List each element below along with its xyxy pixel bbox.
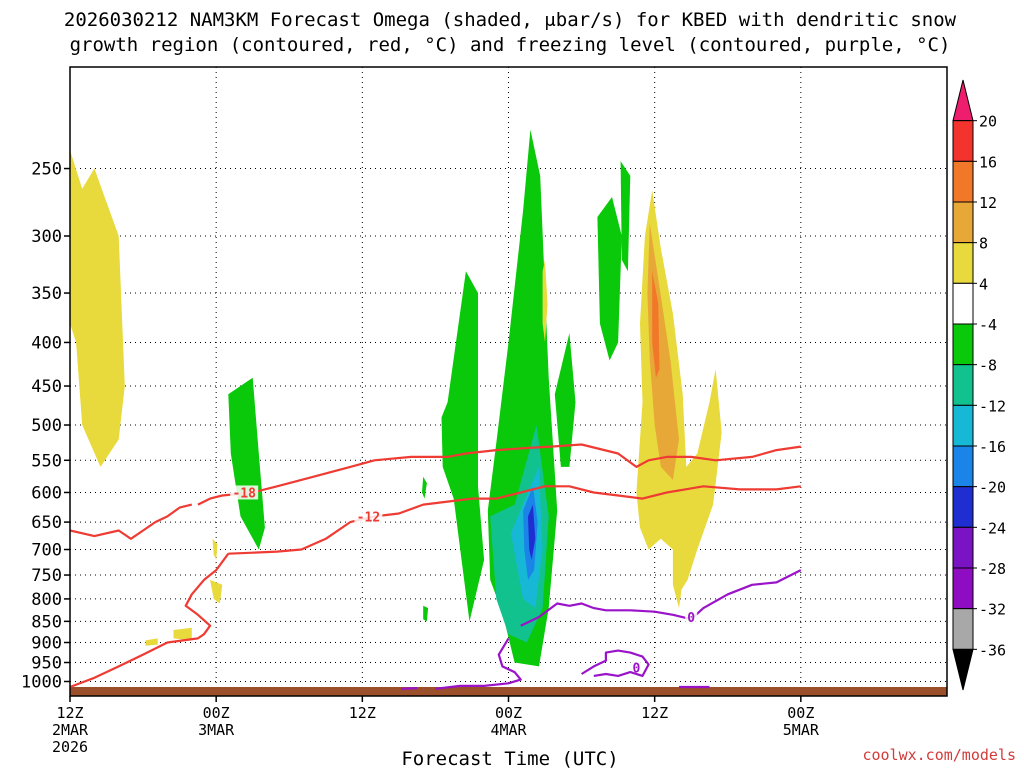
terrain-strip [70, 687, 947, 696]
contour-label: -12 [357, 510, 380, 525]
y-tick-label: 600 [31, 483, 62, 503]
colorbar-label: 16 [979, 153, 997, 171]
colorbar-label: -24 [979, 519, 1006, 537]
colorbar-label: -36 [979, 641, 1006, 659]
x-axis-label: Forecast Time (UTC) [401, 748, 618, 768]
colorbar-label: -20 [979, 479, 1006, 497]
colorbar-label: 20 [979, 113, 997, 131]
omega-pos-c [212, 538, 218, 560]
chart-title-line2: growth region (contoured, red, °C) and f… [70, 34, 951, 56]
x-tick-label: 12Z [56, 704, 83, 722]
y-tick-label: 500 [31, 416, 62, 436]
omega-neg-g [441, 271, 485, 622]
contour-0 [520, 569, 802, 627]
omega-pos-f [145, 638, 158, 646]
colorbar-band [952, 79, 974, 122]
colorbar-label: 12 [979, 194, 997, 212]
colorbar-band [952, 648, 974, 691]
contour-label: -18 [232, 486, 256, 501]
y-tick-label: 1000 [21, 672, 62, 692]
y-tick-label: 650 [31, 513, 62, 533]
watermark: coolwx.com/models [862, 746, 1016, 764]
chart-title-line1: 2026030212 NAM3KM Forecast Omega (shaded… [64, 9, 957, 31]
colorbar-label: -32 [979, 601, 1006, 619]
colorbar-band [952, 567, 974, 610]
omega-neg-j [597, 197, 622, 361]
colorbar: 20 16 12 8 4 -4 -8 -12 -16 -20 -24 -28 -32 -36 [952, 79, 1006, 691]
contour--12 [228, 485, 801, 555]
x-tick-label: 00Z [203, 704, 230, 722]
contour-label-bg [630, 660, 643, 675]
contour-label-bg [685, 609, 698, 624]
colorbar-band [952, 486, 974, 528]
omega-neg-l [422, 476, 427, 499]
y-tick-label: 850 [31, 612, 62, 632]
omega-pos-t [647, 223, 679, 480]
omega-neg-q [528, 504, 536, 560]
colorbar-label: -8 [979, 357, 997, 375]
y-tick-label: 450 [31, 377, 62, 397]
y-tick-label: 350 [31, 284, 62, 304]
colorbar-band [952, 445, 974, 488]
y-tick-label: 950 [31, 654, 62, 674]
y-tick-label: 550 [31, 451, 62, 471]
contour-0-low [435, 637, 522, 690]
omega-pos-r [542, 259, 548, 343]
x-tick-label: 00Z [495, 704, 522, 722]
contour--18-low [70, 553, 230, 689]
contour-label: 0 [632, 662, 640, 677]
y-axis: 2503003504004505005506006507007508008509… [21, 160, 70, 692]
colorbar-band [952, 242, 974, 284]
colorbar-label: -16 [979, 438, 1006, 456]
contour-label-bg [354, 509, 383, 524]
colorbar-band [952, 120, 974, 162]
colorbar-label: -4 [979, 316, 997, 334]
x-tick-label: 12Z [349, 704, 376, 722]
x-tick-label: 2MAR [52, 721, 89, 739]
omega-pos-u [652, 271, 660, 378]
y-tick-label: 900 [31, 634, 62, 654]
y-tick-label: 750 [31, 566, 62, 586]
colorbar-band [952, 404, 974, 447]
omega-neg-m [423, 605, 429, 622]
colorbar-band [952, 201, 974, 244]
omega-pos-d [210, 579, 223, 604]
x-tick-label: 12Z [641, 704, 668, 722]
colorbar-band [952, 364, 974, 406]
colorbar-band [952, 608, 974, 650]
y-tick-label: 400 [31, 333, 62, 353]
x-tick-label: 5MAR [783, 721, 820, 739]
x-tick-label: 3MAR [198, 721, 235, 739]
colorbar-band [952, 526, 974, 569]
colorbar-band [952, 160, 974, 203]
colorbar-label: 8 [979, 235, 988, 253]
contour-0-loop [581, 649, 650, 677]
plot-content: -18 -12 0 0 [70, 67, 947, 696]
y-tick-label: 300 [31, 227, 62, 247]
colorbar-label: -28 [979, 560, 1006, 578]
contour--18 [197, 443, 801, 506]
contour--12-low [70, 503, 193, 540]
colorbar-label: -12 [979, 397, 1006, 415]
omega-neg-b [228, 377, 265, 550]
omega-pos-e [173, 627, 192, 641]
contour-label-bg [230, 485, 259, 500]
y-tick-label: 250 [31, 160, 62, 180]
plot-area: -18 -12 0 0 [69, 66, 948, 697]
x-tick-label: 00Z [787, 704, 814, 722]
x-tick-label: 2026 [52, 738, 88, 756]
omega-pos-a [70, 150, 125, 467]
contour-0-stub [401, 687, 418, 690]
omega-neg-k [620, 161, 631, 272]
colorbar-label: 4 [979, 275, 988, 293]
x-tick-label: 4MAR [490, 721, 527, 739]
y-tick-label: 800 [31, 590, 62, 610]
colorbar-band [952, 323, 974, 366]
colorbar-band [952, 282, 974, 325]
y-tick-label: 700 [31, 541, 62, 561]
contour-label: 0 [687, 611, 695, 626]
omega-neg-i [554, 333, 576, 467]
